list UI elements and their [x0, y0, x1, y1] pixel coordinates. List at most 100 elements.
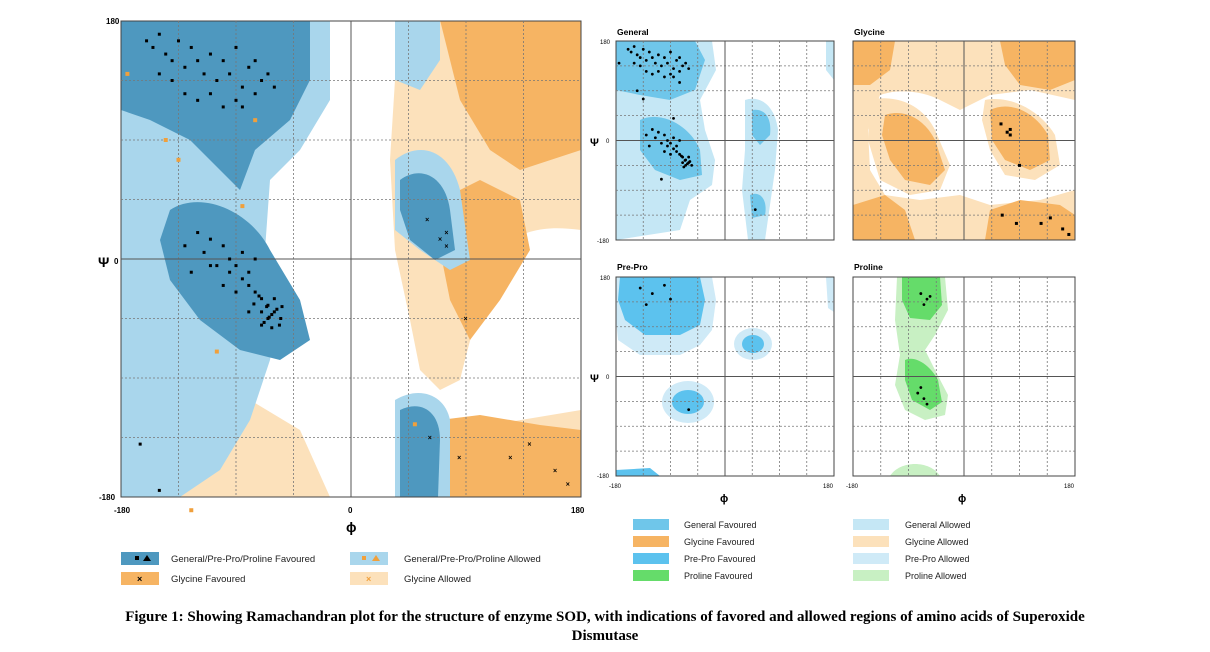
panel-data-point — [681, 64, 685, 68]
data-point-general-pre-pro-proline-favoured — [260, 297, 264, 301]
panel-data-point — [641, 47, 645, 51]
panel-data-point — [650, 72, 654, 76]
key-swatch-general-allowed — [853, 519, 889, 530]
data-point-general-pre-pro-proline-favoured — [208, 264, 212, 268]
legend-swatch-gly-allowed — [350, 572, 388, 585]
panel-data-point — [919, 292, 923, 295]
data-point-general-pre-pro-proline-allowed — [253, 118, 258, 123]
panel-data-point — [647, 50, 651, 54]
data-point-general-pre-pro-proline-favoured — [170, 79, 174, 82]
panel-title-general: General — [617, 27, 649, 37]
panel-data-point — [669, 50, 672, 54]
legend-item-gly-allowed: × Glycine Allowed — [350, 572, 471, 585]
panel-data-point — [684, 61, 688, 65]
data-point-general-pre-pro-proline-favoured — [234, 98, 238, 102]
ramachandran-figure: ×××××× ××××× -180 0 180 180 0 -180 ϕ Ψ Ge… — [98, 17, 1076, 585]
main-data-points: ×××××× ××××× — [125, 32, 570, 513]
data-point-general-pre-pro-proline-favoured — [253, 59, 257, 63]
panel-data-point — [656, 130, 660, 134]
panel-data-point — [647, 144, 651, 148]
data-point-general-pre-pro-proline-favoured — [157, 72, 161, 76]
panel-data-point — [669, 297, 672, 301]
key-swatch-glycine-allowed — [853, 536, 889, 547]
legend-label-gly-favoured: Glycine Favoured — [171, 574, 245, 585]
main-y-tick-zero: 0 — [114, 257, 119, 266]
panel-data-point — [641, 97, 645, 101]
data-point-general-pre-pro-proline-favoured — [267, 315, 271, 319]
key-swatch-glycine-favoured — [633, 536, 669, 547]
general-allowed-region — [395, 21, 440, 90]
data-point-general-pre-pro-proline-allowed — [240, 204, 245, 209]
panel-data-point — [683, 159, 687, 162]
data-point-general-pre-pro-proline-favoured — [240, 250, 244, 254]
data-point-general-pre-pro-proline-favoured — [215, 79, 219, 82]
general-favoured-region — [400, 406, 440, 497]
main-grid — [121, 21, 581, 497]
panel-data-point — [675, 144, 678, 148]
panel-data-point — [678, 56, 681, 59]
panel-points — [916, 292, 932, 406]
panel-data-point — [672, 67, 675, 71]
panel-grid — [853, 41, 1075, 240]
data-point-general-pre-pro-proline-allowed — [214, 349, 219, 354]
main-y-tick-min: -180 — [99, 493, 116, 502]
data-point-general-pre-pro-proline-favoured — [257, 294, 261, 298]
panel-data-point — [919, 386, 923, 389]
data-point-general-pre-pro-proline-allowed — [125, 71, 130, 76]
main-x-tick-zero: 0 — [348, 506, 353, 515]
data-point-general-pre-pro-proline-favoured — [260, 310, 264, 314]
panel-data-point — [635, 53, 639, 57]
general-allowed-region — [826, 41, 834, 80]
caption-line-2: Dismutase — [571, 628, 639, 644]
panel-data-point — [644, 303, 648, 307]
data-point-glycine-favoured: × — [425, 217, 429, 224]
panel-data-point — [669, 141, 672, 145]
data-point-general-pre-pro-proline-favoured — [280, 305, 284, 309]
data-point-general-pre-pro-proline-allowed — [163, 138, 168, 142]
proline-allowed-region — [890, 464, 940, 476]
panel-data-point — [617, 61, 621, 65]
panel-data-point — [660, 177, 663, 181]
data-point-general-pre-pro-proline-allowed — [189, 508, 194, 513]
data-point-glycine-favoured: × — [553, 468, 557, 475]
data-point-general-pre-pro-proline-favoured — [266, 72, 270, 76]
main-plot: ×××××× ××××× -180 0 180 180 0 -180 ϕ Ψ — [98, 17, 585, 535]
glycine-favoured-region — [990, 106, 1050, 170]
data-point-general-pre-pro-proline-favoured — [183, 244, 187, 248]
glycine-favoured-region — [853, 195, 915, 240]
panel-data-point — [916, 391, 920, 395]
data-point-general-pre-pro-proline-favoured — [170, 59, 174, 63]
data-point-general-pre-pro-proline-favoured — [272, 85, 276, 89]
general-favoured-region — [752, 109, 771, 145]
panel-data-point — [626, 47, 630, 51]
panel-data-point — [687, 67, 691, 71]
panel-data-point — [1039, 221, 1043, 225]
panel-data-point — [653, 136, 657, 140]
panel-data-point — [1008, 127, 1012, 131]
data-point-glycine-favoured: × — [457, 455, 461, 462]
panel-data-point — [1000, 213, 1004, 217]
data-point-general-pre-pro-proline-favoured — [228, 270, 232, 274]
panel-points — [617, 45, 757, 211]
legend-marker-square — [135, 556, 139, 560]
data-point-glycine-favoured: × — [444, 230, 448, 237]
panel-data-point — [922, 397, 926, 401]
panel-data-point — [666, 139, 669, 142]
general-favoured-region — [121, 21, 310, 190]
panel-title-prepro: Pre-Pro — [617, 262, 648, 272]
data-point-general-pre-pro-proline-favoured — [265, 305, 269, 309]
data-point-general-pre-pro-proline-favoured — [272, 297, 276, 301]
data-point-glycine-favoured: × — [464, 316, 468, 323]
panel-data-point — [688, 160, 692, 163]
panel-data-point — [644, 70, 648, 73]
panel-title-glycine: Glycine — [854, 27, 885, 37]
data-point-general-pre-pro-proline-favoured — [252, 302, 256, 306]
panel-data-point — [690, 163, 694, 167]
panel-data-point — [660, 141, 663, 145]
panel-data-point — [644, 58, 648, 62]
data-point-general-pre-pro-proline-favoured — [240, 85, 244, 89]
glycine-favoured-region — [440, 21, 581, 170]
panel-data-point — [632, 61, 636, 65]
data-point-general-pre-pro-proline-favoured — [234, 290, 238, 294]
data-point-general-pre-pro-proline-favoured — [240, 105, 244, 109]
